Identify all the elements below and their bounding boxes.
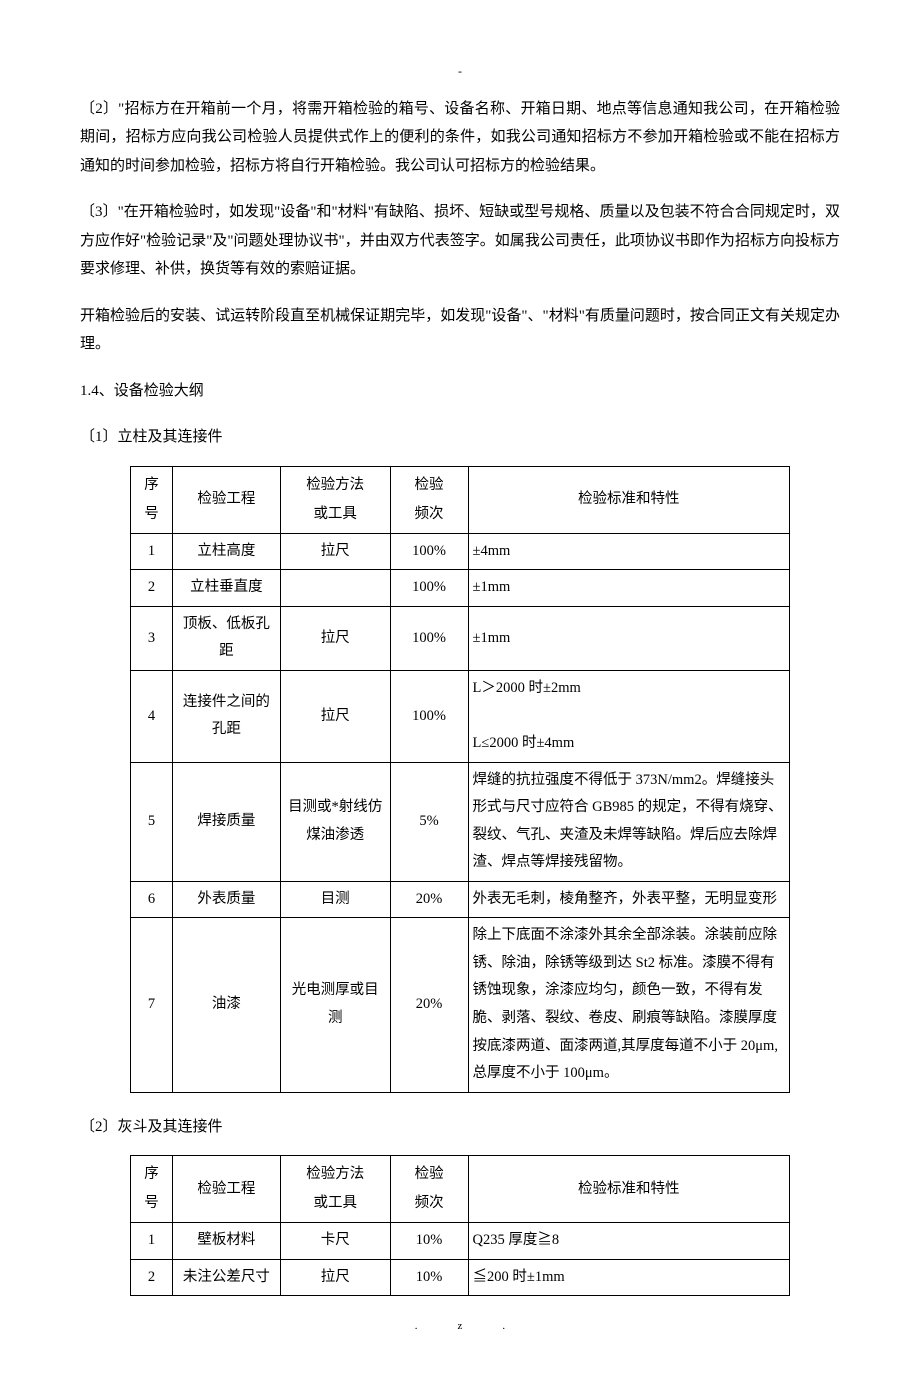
- cell-freq: 100%: [390, 533, 468, 570]
- cell-std: 外表无毛刺，棱角整齐，外表平整，无明显变形: [468, 881, 789, 918]
- cell-freq: 100%: [390, 570, 468, 607]
- header-method: 检验方法 或工具: [280, 1156, 390, 1223]
- cell-item: 立柱高度: [172, 533, 280, 570]
- header-freq-line2: 频次: [415, 506, 444, 522]
- table-row: 2未注公差尺寸拉尺10%≦200 时±1mm: [131, 1259, 790, 1296]
- header-freq: 检验 频次: [390, 466, 468, 533]
- cell-seq: 2: [131, 1259, 173, 1296]
- cell-item: 油漆: [172, 918, 280, 1092]
- cell-freq: 100%: [390, 670, 468, 762]
- table-row: 3顶板、低板孔距拉尺100%±1mm: [131, 606, 790, 670]
- header-method-line2: 或工具: [313, 1195, 357, 1211]
- table-row: 5焊接质量目测或*射线仿煤油渗透5%焊缝的抗拉强度不得低于 373N/mm2。焊…: [131, 762, 790, 881]
- table-row: 7油漆光电测厚或目测20%除上下底面不涂漆外其余全部涂装。涂装前应除锈、除油，除…: [131, 918, 790, 1092]
- cell-seq: 7: [131, 918, 173, 1092]
- header-freq-line1: 检验: [415, 1166, 444, 1182]
- cell-freq: 10%: [390, 1223, 468, 1260]
- cell-std: Q235 厚度≧8: [468, 1223, 789, 1260]
- cell-method: 拉尺: [280, 1259, 390, 1296]
- cell-seq: 1: [131, 1223, 173, 1260]
- header-item: 检验工程: [172, 1156, 280, 1223]
- page-header-mark: -: [80, 60, 840, 83]
- cell-freq: 5%: [390, 762, 468, 881]
- cell-method: 光电测厚或目测: [280, 918, 390, 1092]
- section-1-4-heading: 1.4、设备检验大纲: [80, 377, 840, 406]
- header-freq-line2: 频次: [415, 1195, 444, 1211]
- cell-seq: 6: [131, 881, 173, 918]
- header-method-line1: 检验方法: [306, 477, 364, 493]
- table-row: 6外表质量目测20%外表无毛刺，棱角整齐，外表平整，无明显变形: [131, 881, 790, 918]
- page-footer-mark: .z.: [80, 1316, 840, 1337]
- subsection-2-heading: 〔2〕灰斗及其连接件: [80, 1113, 840, 1142]
- cell-item: 立柱垂直度: [172, 570, 280, 607]
- cell-std: ≦200 时±1mm: [468, 1259, 789, 1296]
- cell-freq: 20%: [390, 881, 468, 918]
- cell-std: ±1mm: [468, 606, 789, 670]
- table-header-row: 序号 检验工程 检验方法 或工具 检验 频次 检验标准和特性: [131, 1156, 790, 1223]
- paragraph-3: 〔3〕"在开箱检验时，如发现"设备"和"材料"有缺陷、损坏、短缺或型号规格、质量…: [80, 198, 840, 284]
- table-row: 4连接件之间的孔距拉尺100%L＞2000 时±2mmL≤2000 时±4mm: [131, 670, 790, 762]
- cell-seq: 1: [131, 533, 173, 570]
- cell-item: 顶板、低板孔距: [172, 606, 280, 670]
- header-method: 检验方法 或工具: [280, 466, 390, 533]
- header-freq: 检验 频次: [390, 1156, 468, 1223]
- cell-item: 外表质量: [172, 881, 280, 918]
- cell-seq: 4: [131, 670, 173, 762]
- table-header-row: 序号 检验工程 检验方法 或工具 检验 频次 检验标准和特性: [131, 466, 790, 533]
- inspection-table-2: 序号 检验工程 检验方法 或工具 检验 频次 检验标准和特性 1壁板材料卡尺10…: [130, 1155, 790, 1296]
- cell-freq: 20%: [390, 918, 468, 1092]
- cell-seq: 5: [131, 762, 173, 881]
- cell-std: ±4mm: [468, 533, 789, 570]
- cell-method: [280, 570, 390, 607]
- cell-method: 拉尺: [280, 606, 390, 670]
- table-row: 1立柱高度拉尺100%±4mm: [131, 533, 790, 570]
- cell-item: 焊接质量: [172, 762, 280, 881]
- cell-method: 拉尺: [280, 533, 390, 570]
- header-method-line2: 或工具: [313, 506, 357, 522]
- header-std: 检验标准和特性: [468, 466, 789, 533]
- header-seq: 序号: [131, 466, 173, 533]
- subsection-1-heading: 〔1〕立柱及其连接件: [80, 423, 840, 452]
- cell-item: 壁板材料: [172, 1223, 280, 1260]
- cell-item: 未注公差尺寸: [172, 1259, 280, 1296]
- cell-std: 焊缝的抗拉强度不得低于 373N/mm2。焊缝接头形式与尺寸应符合 GB985 …: [468, 762, 789, 881]
- header-item: 检验工程: [172, 466, 280, 533]
- cell-seq: 2: [131, 570, 173, 607]
- table-row: 1壁板材料卡尺10%Q235 厚度≧8: [131, 1223, 790, 1260]
- paragraph-4: 开箱检验后的安装、试运转阶段直至机械保证期完毕，如发现"设备"、"材料"有质量问…: [80, 302, 840, 359]
- cell-method: 卡尺: [280, 1223, 390, 1260]
- header-method-line1: 检验方法: [306, 1166, 364, 1182]
- cell-freq: 10%: [390, 1259, 468, 1296]
- cell-std: L＞2000 时±2mmL≤2000 时±4mm: [468, 670, 789, 762]
- header-seq: 序号: [131, 1156, 173, 1223]
- cell-item: 连接件之间的孔距: [172, 670, 280, 762]
- table-row: 2立柱垂直度 100%±1mm: [131, 570, 790, 607]
- paragraph-2: 〔2〕"招标方在开箱前一个月，将需开箱检验的箱号、设备名称、开箱日期、地点等信息…: [80, 95, 840, 181]
- footer-right: z.: [458, 1320, 546, 1332]
- cell-method: 目测: [280, 881, 390, 918]
- cell-seq: 3: [131, 606, 173, 670]
- cell-std: 除上下底面不涂漆外其余全部涂装。涂装前应除锈、除油，除锈等级到达 St2 标准。…: [468, 918, 789, 1092]
- cell-method: 拉尺: [280, 670, 390, 762]
- cell-std: ±1mm: [468, 570, 789, 607]
- cell-freq: 100%: [390, 606, 468, 670]
- footer-left: .: [415, 1320, 458, 1332]
- cell-method: 目测或*射线仿煤油渗透: [280, 762, 390, 881]
- header-std: 检验标准和特性: [468, 1156, 789, 1223]
- header-freq-line1: 检验: [415, 477, 444, 493]
- inspection-table-1: 序号 检验工程 检验方法 或工具 检验 频次 检验标准和特性 1立柱高度拉尺10…: [130, 466, 790, 1093]
